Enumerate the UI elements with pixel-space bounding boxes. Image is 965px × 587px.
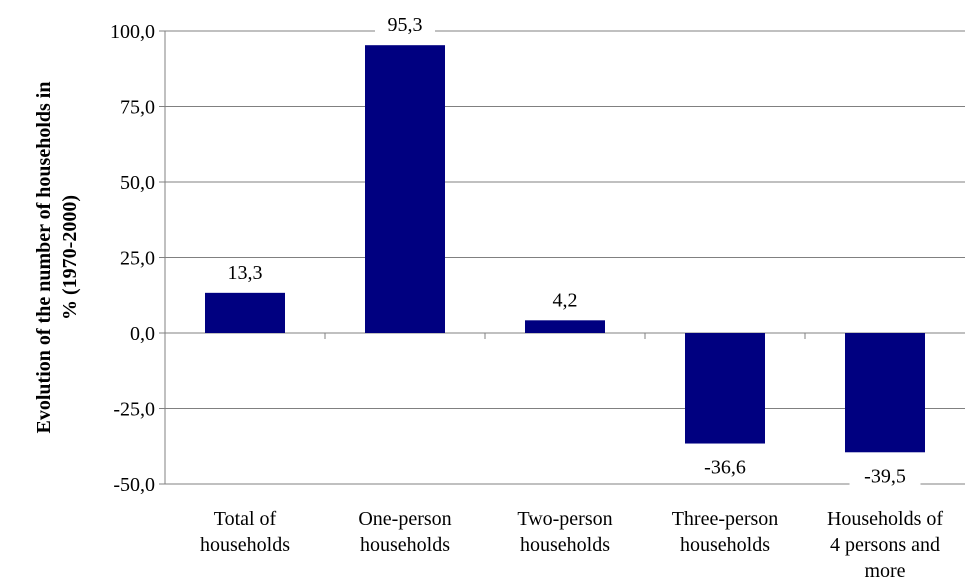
- x-category-label: households: [200, 534, 290, 556]
- y-tick-label: 100,0: [110, 21, 155, 43]
- data-label: -36,6: [704, 457, 746, 479]
- x-category-label: Two-person: [517, 508, 612, 530]
- gridlines: [165, 30, 965, 485]
- y-tick-label: 75,0: [120, 97, 155, 119]
- bar: [845, 333, 925, 453]
- labels: -50,0 -25,0 0,0 25,0 50,0 75,0 100,0 13,3 Total …: [110, 11, 943, 582]
- x-category-label: One-person: [358, 508, 451, 530]
- data-label-background: [849, 462, 921, 489]
- y-tick-label: 25,0: [120, 248, 155, 270]
- bar: [685, 333, 765, 444]
- x-category-label: more: [864, 560, 905, 582]
- y-axis-title-line: Evolution of the number of households in: [33, 82, 55, 434]
- data-label-background: [689, 453, 761, 480]
- x-category-label: Total of: [214, 508, 277, 530]
- bars: [205, 45, 925, 453]
- x-category-label: households: [520, 534, 610, 556]
- y-tick-label: 50,0: [120, 172, 155, 194]
- x-category-label: 4 persons and: [830, 534, 940, 556]
- data-label: 4,2: [553, 289, 578, 311]
- data-label-background: [375, 11, 435, 38]
- bar: [525, 320, 605, 333]
- bar: [205, 292, 285, 333]
- y-tick-label: -25,0: [113, 399, 155, 421]
- y-tick-label: 0,0: [130, 323, 155, 345]
- y-axis-title: Evolution of the number of households in…: [33, 82, 81, 434]
- bar: [365, 45, 445, 333]
- x-category-label: Households of: [827, 508, 943, 530]
- data-label: 95,3: [388, 14, 423, 36]
- x-category-label: households: [680, 534, 770, 556]
- data-label-background: [215, 258, 275, 285]
- data-label: -39,5: [864, 465, 906, 487]
- y-axis-title-line: % (1970-2000): [59, 195, 81, 320]
- y-tick-label: -50,0: [113, 474, 155, 496]
- data-label: 13,3: [228, 262, 263, 284]
- x-category-label: households: [360, 534, 450, 556]
- x-category-label: Three-person: [672, 508, 779, 530]
- data-label-background: [540, 286, 590, 313]
